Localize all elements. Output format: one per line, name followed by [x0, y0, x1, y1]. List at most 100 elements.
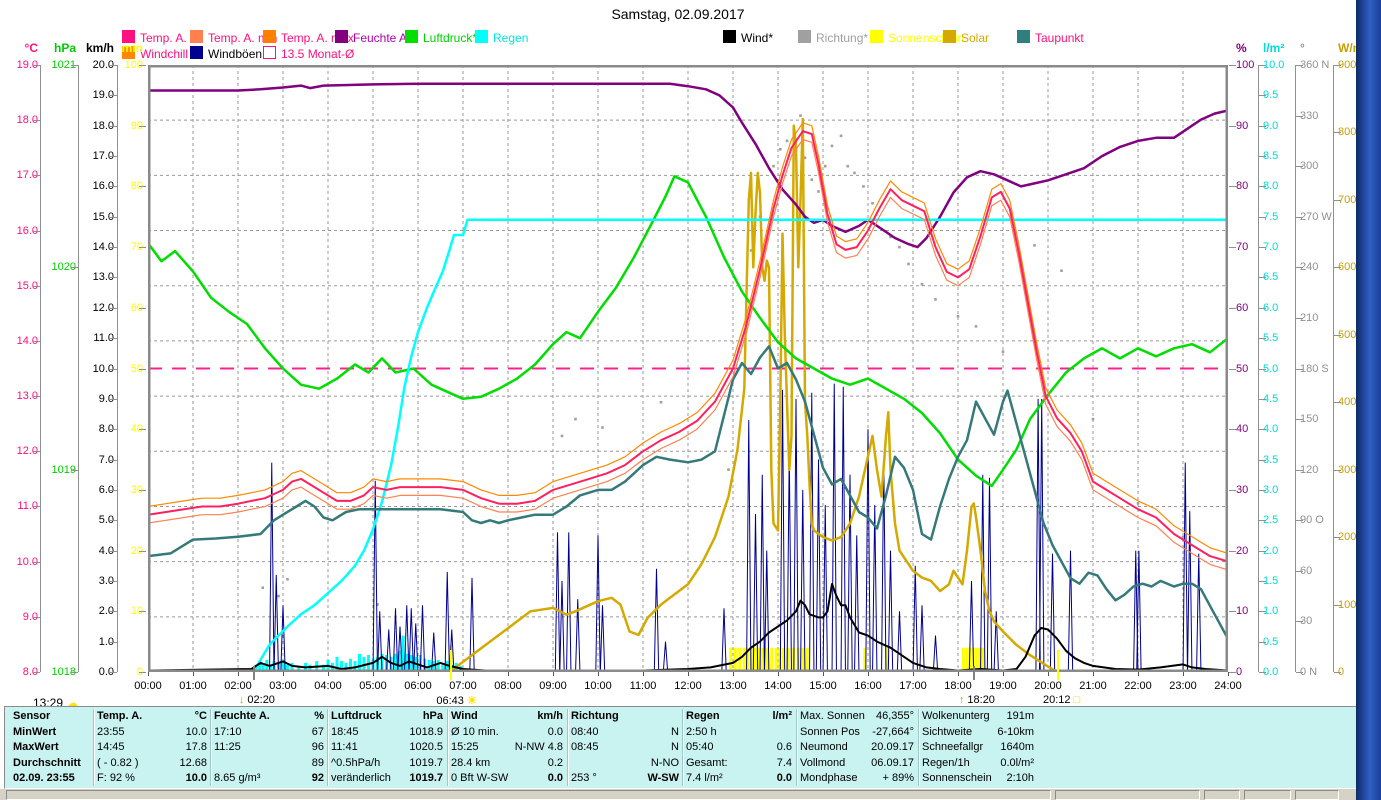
rain-axis-tick-label: 1.0	[1263, 605, 1279, 618]
sunshine-axis-tick-label: 90	[130, 119, 143, 132]
direction-axis-tick-label: 330	[1300, 109, 1319, 122]
legend-item-13-5-monat-[interactable]: 13.5 Monat-Ø	[263, 46, 355, 61]
x-axis-label: 00:00	[134, 680, 162, 692]
series-windboeen	[822, 505, 828, 672]
pressure-axis-header: hPa	[53, 41, 76, 55]
humidity-axis-tick-label: 10	[1236, 605, 1249, 618]
series-richtung	[823, 164, 827, 168]
temp-axis-tick-label: 16.0	[16, 224, 38, 237]
direction-axis-tick-label: 360 N	[1300, 59, 1330, 71]
table-cell-value: 0.0	[776, 772, 792, 785]
legend-label: 13.5 Monat-Ø	[281, 47, 355, 61]
direction-axis-tick-label: 180 S	[1300, 362, 1329, 375]
legend-item-luftdruck-[interactable]: Luftdruck*	[405, 30, 478, 45]
table-cell-value: 1640m	[1000, 741, 1034, 754]
legend-label: Regen	[493, 31, 529, 45]
legend-label: Temp. A.	[140, 31, 187, 45]
table-cell-value: 0.0	[547, 772, 563, 785]
series-windboeen	[847, 474, 853, 672]
series-windboeen	[653, 568, 660, 672]
series-sonnenschein	[774, 647, 778, 672]
series-richtung	[853, 171, 856, 175]
legend-label: Luftdruck*	[423, 31, 478, 45]
table-divider	[682, 709, 684, 786]
series-windboeen	[831, 383, 837, 672]
series-windboeen	[872, 505, 878, 672]
series-richtung	[785, 139, 789, 143]
series-windboeen	[269, 462, 275, 672]
legend-item-temp-a-[interactable]: Temp. A.	[122, 30, 187, 45]
legend-item-wind-[interactable]: Wind*	[723, 30, 774, 45]
series-windboeen	[968, 580, 975, 672]
table-cell-value: 46,355°	[875, 710, 914, 722]
series-richtung	[898, 245, 901, 249]
series-windboeen	[1182, 462, 1188, 672]
table-cell-value: N-NO	[650, 756, 679, 769]
legend-item-windchill[interactable]: Windchill	[122, 46, 188, 61]
table-cell-label: Sichtweite	[922, 725, 973, 738]
series-regen-rate	[349, 658, 352, 672]
sunshine-axis-tick-label: 60	[130, 301, 143, 314]
table-cell-label: 0 Bft W-SW	[451, 772, 509, 785]
legend-item-richtung-[interactable]: Richtung*	[798, 30, 868, 45]
direction-axis-tick-label: 240	[1300, 261, 1319, 274]
x-axis-label: 01:00	[179, 680, 207, 692]
legend-item-regen[interactable]: Regen	[475, 30, 529, 45]
legend-label: Wind*	[741, 31, 774, 45]
series-richtung	[956, 314, 960, 318]
rain-axis-tick-label: 5.5	[1263, 332, 1279, 345]
humidity-axis-tick-label: 60	[1236, 301, 1249, 314]
table-cell-value: 7.4	[776, 756, 792, 769]
rain-axis-tick-label: 8.5	[1263, 150, 1279, 163]
series-wind	[148, 583, 1228, 672]
status-segment	[1204, 790, 1240, 800]
series-windboeen	[599, 605, 606, 672]
series-regen-rate	[268, 664, 272, 672]
table-cell-value: 10.0	[185, 772, 207, 785]
direction-axis-tick-label: 90 O	[1300, 514, 1324, 527]
series-temp-a-min	[148, 138, 1228, 571]
rain-axis-tick-label: 7.0	[1263, 241, 1279, 254]
table-divider	[796, 709, 798, 786]
series-windboeen	[779, 389, 786, 672]
chart-plot-area[interactable]	[148, 65, 1228, 672]
wind-axis-tick-label: 8.0	[98, 423, 114, 436]
legend-label: Taupunkt	[1035, 31, 1084, 45]
legend-item-feuchte-a-[interactable]: Feuchte A.*	[335, 30, 415, 45]
series-richtung	[1181, 535, 1185, 539]
legend-swatch	[1017, 30, 1030, 43]
series-richtung	[1033, 244, 1036, 247]
series-windboeen	[431, 632, 437, 672]
series-windboeen	[1039, 398, 1045, 672]
series-windboeen	[887, 550, 894, 672]
series-luftdruck	[148, 175, 1228, 488]
wind-axis-tick-label: 9.0	[98, 392, 114, 405]
table-cell-label: Feuchte A.	[214, 710, 270, 722]
table-cell-value: %	[314, 710, 324, 722]
series-richtung	[376, 603, 379, 606]
direction-axis-tick-label: 60	[1300, 564, 1313, 577]
status-segment	[1295, 790, 1339, 800]
table-cell-label: 08:45	[571, 741, 599, 754]
humidity-axis-tick-label: 90	[1236, 119, 1249, 132]
series-windboeen	[840, 386, 846, 672]
humidity-axis-tick-label: 30	[1236, 483, 1249, 496]
sunshine-axis-tick-label: 50	[130, 362, 143, 375]
series-richtung	[1060, 269, 1063, 273]
legend-item-solar[interactable]: Solar	[943, 30, 989, 45]
table-cell-value: 0.0	[547, 725, 563, 738]
legend-item-taupunkt[interactable]: Taupunkt	[1017, 30, 1084, 45]
temp-axis-tick-label: 12.0	[16, 445, 38, 458]
rain-axis-tick-label: 1.5	[1263, 574, 1279, 587]
x-axis-label: 23:00	[1169, 680, 1197, 692]
series-richtung	[1091, 417, 1095, 421]
series-windboeen	[993, 611, 999, 672]
pressure-axis-tick-label: 1018	[51, 666, 76, 678]
table-cell-label: Regen/1h	[922, 756, 970, 769]
table-divider	[447, 709, 449, 786]
series-windboeen	[912, 565, 918, 672]
legend-item-temp-a-min[interactable]: Temp. A. min	[190, 30, 277, 45]
legend-item-windb-en[interactable]: Windböen	[190, 46, 262, 61]
x-axis-label: 19:00	[989, 680, 1017, 692]
series-windboeen	[404, 605, 410, 672]
